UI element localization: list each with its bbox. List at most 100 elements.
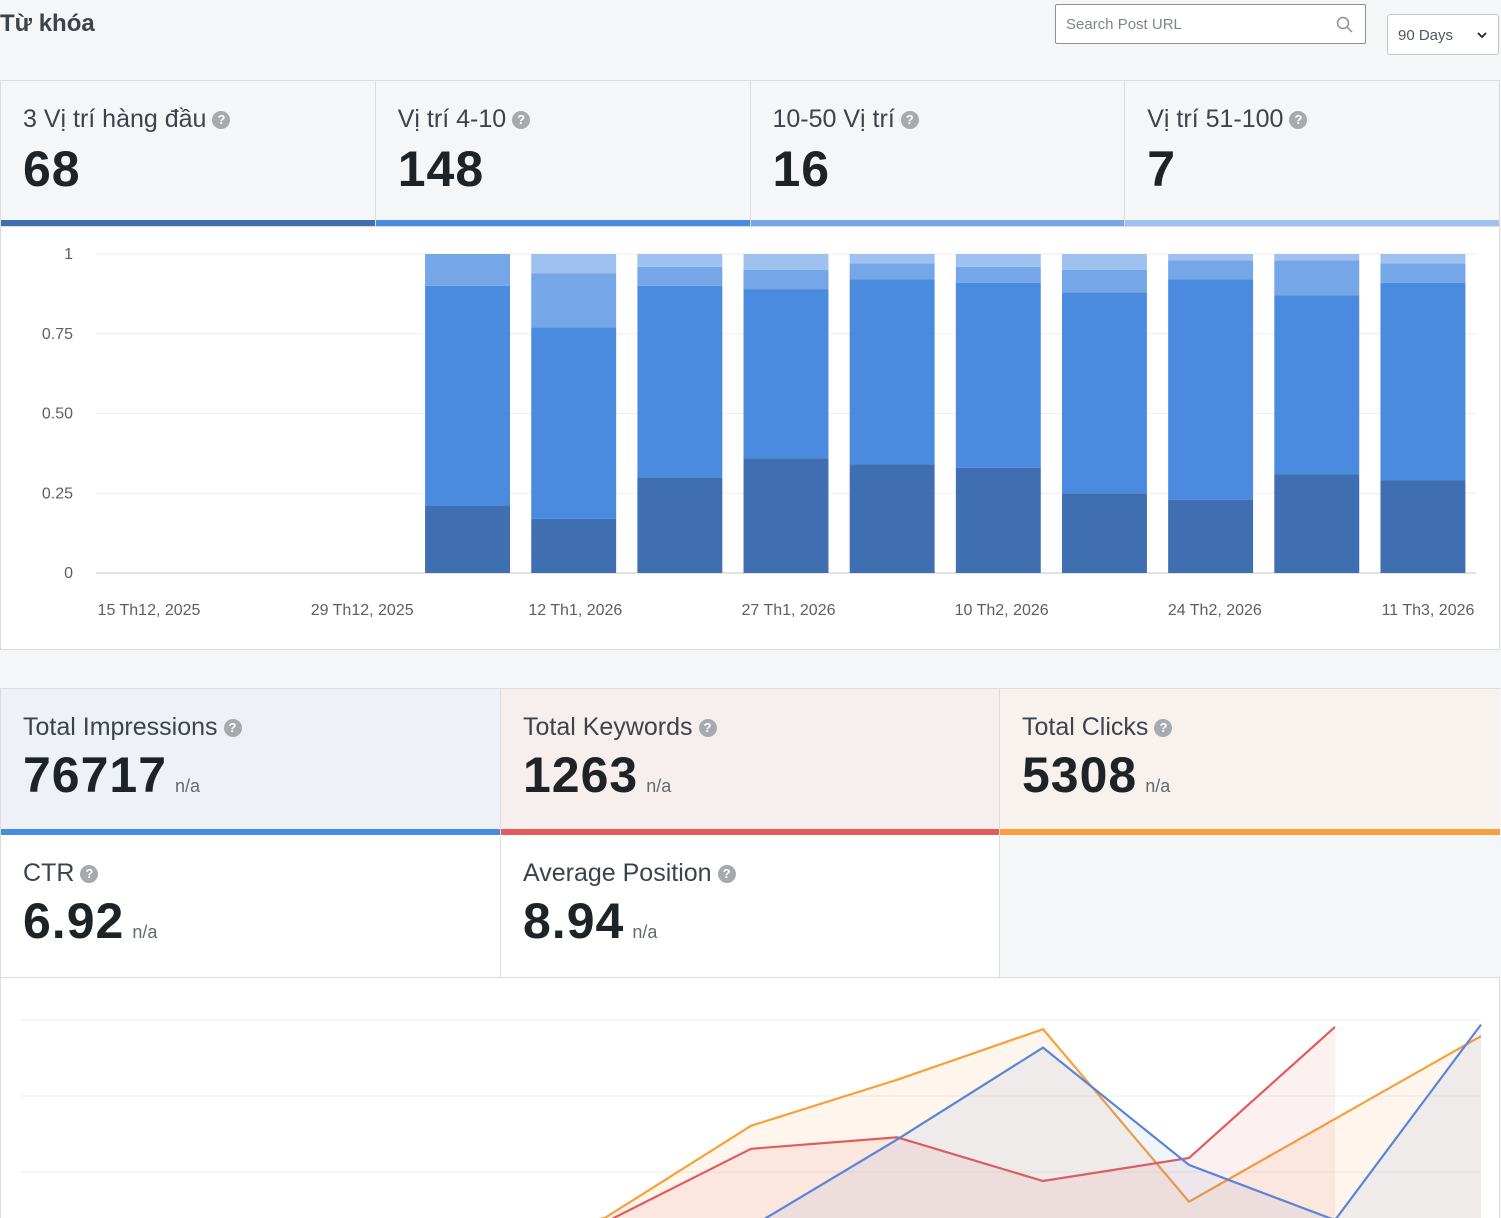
bar-segment[interactable] (1062, 292, 1147, 494)
search-box[interactable] (1055, 4, 1366, 44)
bar-segment[interactable] (849, 263, 935, 280)
bar-segment[interactable] (1380, 254, 1466, 264)
metric-label: CTR (23, 859, 75, 887)
bar-segment[interactable] (1274, 254, 1360, 261)
bar-segment[interactable] (1274, 260, 1360, 296)
series-line[interactable] (21, 1023, 1482, 1218)
bar-segment[interactable] (637, 266, 723, 286)
metrics-line-chart (0, 978, 1500, 1218)
bar-segment[interactable] (743, 289, 829, 459)
bar-segment[interactable] (1380, 480, 1466, 573)
metric-label: Total Impressions (23, 713, 218, 741)
position-card-51-100[interactable]: Vị trí 51-100? 7 (1125, 81, 1499, 226)
metric-delta: n/a (132, 922, 158, 942)
series-area (613, 1026, 1335, 1218)
bar-segment[interactable] (1274, 295, 1360, 475)
help-icon[interactable]: ? (1154, 718, 1173, 737)
bar-segment[interactable] (1168, 254, 1254, 261)
help-icon[interactable]: ? (900, 110, 919, 129)
series-area (766, 1024, 1481, 1218)
help-icon[interactable]: ? (698, 718, 717, 737)
metric-value: 5308 (1022, 747, 1138, 803)
metric-ctr[interactable]: CTR? 6.92 n/a (1, 835, 501, 977)
metric-accent-bar (1000, 829, 1500, 835)
card-label: 10-50 Vị trí (772, 105, 895, 133)
bar-segment[interactable] (1168, 260, 1254, 280)
help-icon[interactable]: ? (717, 864, 736, 883)
metric-value: 6.92 (23, 893, 125, 949)
card-value: 7 (1147, 141, 1177, 197)
help-icon[interactable]: ? (80, 864, 99, 883)
bar-segment[interactable] (849, 464, 935, 573)
bar-segment[interactable] (637, 254, 723, 267)
card-value: 16 (772, 141, 831, 197)
help-icon[interactable]: ? (212, 110, 231, 129)
help-icon[interactable]: ? (512, 110, 531, 129)
help-icon[interactable]: ? (223, 718, 242, 737)
metric-delta: n/a (646, 776, 672, 796)
bar-segment[interactable] (849, 279, 935, 465)
position-card-4-10[interactable]: Vị trí 4-10? 148 (375, 81, 751, 226)
metric-accent-bar (1, 829, 500, 835)
card-accent-bar (750, 220, 1125, 226)
position-card-top3[interactable]: 3 Vị trí hàng đầu? 68 (1, 81, 376, 226)
card-label: Vị trí 51-100 (1147, 105, 1284, 133)
metric-delta: n/a (632, 922, 658, 942)
bar-segment[interactable] (531, 327, 617, 519)
line-chart-svg (21, 1019, 1482, 1218)
bar-segment[interactable] (637, 477, 723, 573)
bar-segment[interactable] (425, 506, 510, 573)
card-accent-bar (375, 220, 750, 226)
search-icon[interactable] (1336, 16, 1353, 33)
metric-label: Total Clicks (1022, 713, 1149, 741)
bar-segment[interactable] (955, 266, 1041, 283)
card-value: 68 (23, 141, 81, 197)
bar-segment[interactable] (1380, 282, 1466, 481)
x-tick-label: 15 Th12, 2025 (98, 602, 201, 619)
metric-label: Total Keywords (523, 713, 693, 741)
y-tick-label: 0 (64, 565, 73, 582)
bar-segment[interactable] (955, 467, 1041, 573)
bar-segment[interactable] (531, 518, 617, 573)
bar-segment[interactable] (425, 285, 510, 507)
bar-segment[interactable] (849, 254, 935, 264)
bar-segment[interactable] (743, 254, 829, 270)
bar-segment[interactable] (1062, 493, 1147, 573)
search-input[interactable] (1056, 5, 1326, 43)
bar-segment[interactable] (1168, 279, 1254, 500)
help-icon[interactable]: ? (1289, 110, 1308, 129)
bar-segment[interactable] (743, 458, 829, 573)
bar-segment[interactable] (531, 273, 617, 328)
metric-value: 1263 (523, 747, 639, 803)
bar-segment[interactable] (425, 254, 510, 286)
metric-value: 8.94 (523, 893, 625, 949)
bar-segment[interactable] (955, 282, 1041, 468)
metric-delta: n/a (175, 776, 201, 796)
metric-grid: Total Impressions? 76717 n/a Total Keywor… (0, 688, 1500, 978)
y-tick-label: 0.50 (42, 406, 73, 423)
card-value: 148 (397, 141, 485, 197)
metric-total-impressions[interactable]: Total Impressions? 76717 n/a (1, 689, 501, 835)
metric-total-clicks[interactable]: Total Clicks? 5308 n/a (1000, 689, 1500, 835)
bar-segment[interactable] (637, 285, 723, 478)
bar-segment[interactable] (1380, 263, 1466, 283)
metric-total-keywords[interactable]: Total Keywords? 1263 n/a (501, 689, 1000, 835)
bar-chart-svg: 0 0.25 0.50 0.75 1 15 Th12, 2025 29 Th12, 2025… (42, 246, 1476, 619)
date-range-select[interactable]: 90 Days (1387, 14, 1499, 55)
bar-segment[interactable] (955, 254, 1041, 267)
series-line[interactable] (21, 1027, 1482, 1218)
y-tick-label: 0.75 (42, 326, 73, 343)
card-accent-bar (1, 220, 375, 226)
series-line[interactable] (21, 1026, 1336, 1218)
position-distribution-chart: 0 0.25 0.50 0.75 1 15 Th12, 2025 29 Th12, 2025… (0, 227, 1500, 650)
position-card-10-50[interactable]: 10-50 Vị trí? 16 (750, 81, 1126, 226)
bar-segment[interactable] (1062, 269, 1147, 293)
x-tick-label: 11 Th3, 2026 (1382, 602, 1475, 619)
bar-segment[interactable] (531, 254, 617, 274)
metric-average-position[interactable]: Average Position? 8.94 n/a (501, 835, 1000, 977)
bar-segment[interactable] (1274, 474, 1360, 573)
bar-segment[interactable] (1168, 499, 1254, 573)
x-tick-label: 29 Th12, 2025 (311, 602, 414, 619)
bar-segment[interactable] (743, 269, 829, 290)
bar-segment[interactable] (1062, 254, 1147, 270)
